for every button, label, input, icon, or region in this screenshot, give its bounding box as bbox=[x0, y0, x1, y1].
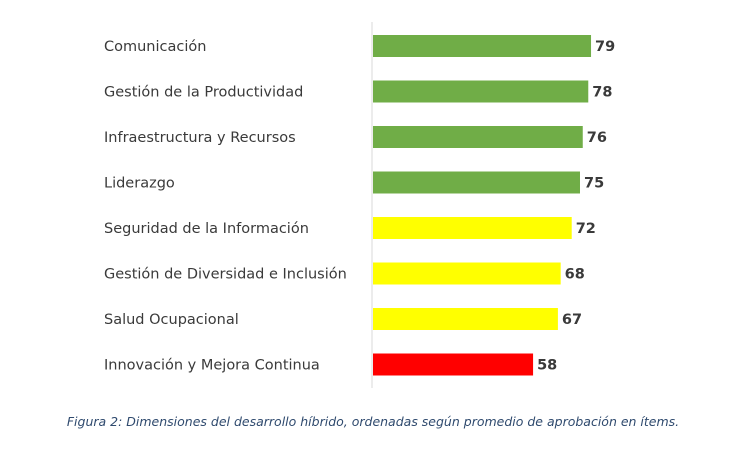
bar bbox=[373, 262, 561, 285]
value-label: 75 bbox=[584, 176, 604, 192]
value-label: 76 bbox=[587, 130, 607, 146]
category-label: Comunicación bbox=[104, 39, 206, 55]
category-label: Salud Ocupacional bbox=[104, 312, 239, 328]
category-label: Seguridad de la Información bbox=[104, 221, 309, 237]
value-label: 68 bbox=[565, 267, 585, 283]
bar bbox=[373, 171, 580, 194]
bars bbox=[373, 35, 592, 376]
value-label: 79 bbox=[595, 39, 615, 55]
category-label: Infraestructura y Recursos bbox=[104, 130, 296, 146]
category-label: Gestión de Diversidad e Inclusión bbox=[104, 267, 347, 283]
value-labels: 79 78 76 75 72 68 67 58 bbox=[537, 39, 615, 374]
category-label: Innovación y Mejora Continua bbox=[104, 358, 320, 374]
bar bbox=[373, 126, 583, 148]
bar-chart: Comunicación Gestión de la Productividad I… bbox=[104, 22, 615, 388]
bar bbox=[373, 35, 592, 57]
bar bbox=[373, 308, 558, 330]
bar bbox=[373, 353, 534, 376]
category-labels: Comunicación Gestión de la Productividad I… bbox=[104, 39, 347, 374]
bar bbox=[373, 80, 589, 103]
figure-caption: Figura 2: Dimensiones del desarrollo híb… bbox=[66, 414, 680, 429]
value-label: 72 bbox=[576, 221, 596, 237]
category-label: Liderazgo bbox=[104, 176, 175, 192]
value-label: 78 bbox=[592, 85, 612, 101]
category-label: Gestión de la Productividad bbox=[104, 85, 303, 101]
bar bbox=[373, 217, 572, 239]
value-label: 58 bbox=[537, 358, 557, 374]
value-label: 67 bbox=[562, 312, 582, 328]
